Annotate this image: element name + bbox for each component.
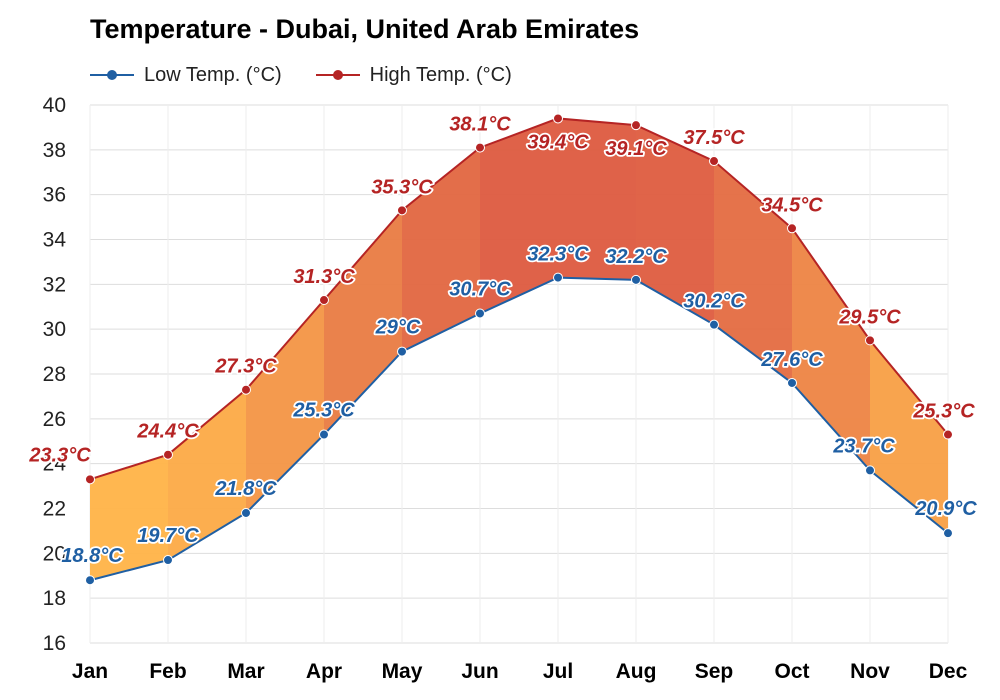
y-tick-label: 40 — [43, 94, 66, 117]
low-temp-label: 23.7°C — [832, 435, 895, 457]
y-tick-label: 26 — [43, 408, 66, 431]
high-temp-point — [865, 335, 875, 346]
x-tick-label: Jan — [72, 660, 108, 683]
low-temp-point — [85, 575, 95, 586]
low-temp-label: 20.9°C — [914, 498, 977, 520]
y-tick-label: 36 — [43, 184, 66, 207]
low-temp-label: 21.8°C — [214, 478, 277, 500]
low-temp-label: 19.7°C — [137, 525, 199, 547]
range-fill-segment — [168, 389, 246, 561]
low-temp-label: 25.3°C — [292, 400, 355, 422]
high-temp-point — [631, 120, 641, 131]
high-temp-point — [787, 223, 797, 234]
y-tick-label: 34 — [43, 229, 67, 252]
low-temp-label: 32.3°C — [527, 244, 589, 266]
x-tick-label: Mar — [227, 660, 264, 683]
y-tick-label: 32 — [43, 273, 66, 296]
low-temp-label: 29°C — [375, 317, 421, 339]
high-temp-label: 29.5°C — [838, 306, 901, 328]
range-fill-segment — [558, 118, 636, 280]
x-tick-label: Aug — [616, 660, 657, 683]
y-tick-label: 18 — [43, 587, 66, 610]
x-tick-label: Jun — [461, 660, 498, 683]
high-temp-label: 39.4°C — [527, 131, 589, 153]
range-fill-segment — [636, 125, 714, 325]
y-tick-label: 38 — [43, 139, 66, 162]
high-temp-label: 34.5°C — [761, 194, 823, 216]
legend-label-high: High Temp. (°C) — [369, 63, 512, 86]
legend: Low Temp. (°C) High Temp. (°C) — [90, 60, 546, 90]
high-temp-point — [943, 429, 953, 440]
high-temp-point — [397, 205, 407, 216]
x-tick-label: Sep — [695, 660, 734, 683]
high-temp-point — [709, 156, 719, 167]
low-temp-point — [709, 319, 719, 330]
chart-title: Temperature - Dubai, United Arab Emirate… — [90, 14, 640, 44]
x-tick-label: May — [382, 660, 423, 683]
legend-marker-low — [90, 70, 134, 80]
low-temp-point — [553, 272, 563, 283]
range-fill-segment — [246, 300, 324, 513]
low-temp-point — [631, 274, 641, 285]
y-tick-label: 24 — [43, 453, 67, 476]
low-temp-point — [865, 465, 875, 476]
low-temp-point — [787, 377, 797, 388]
high-temp-point — [319, 295, 329, 306]
high-temp-point — [85, 474, 95, 485]
high-temp-label: 24.4°C — [136, 421, 199, 443]
high-temp-label: 38.1°C — [449, 114, 511, 136]
high-temp-point — [241, 384, 251, 395]
x-tick-label: Jul — [543, 660, 573, 683]
x-tick-label: Feb — [149, 660, 186, 683]
low-temp-label: 30.7°C — [449, 278, 511, 300]
y-tick-label: 20 — [43, 542, 66, 565]
high-temp-point — [553, 113, 563, 124]
high-temp-label: 31.3°C — [293, 266, 355, 288]
high-temp-label: 25.3°C — [912, 401, 975, 423]
legend-item-high[interactable]: High Temp. (°C) — [315, 63, 512, 87]
high-temp-line — [89, 117, 949, 481]
low-temp-label: 30.2°C — [683, 291, 745, 313]
low-temp-label: 18.8°C — [61, 545, 123, 567]
low-temp-label: 32.2°C — [605, 246, 667, 268]
low-temp-point — [163, 555, 173, 566]
range-fill-segment — [480, 118, 558, 314]
y-tick-label: 28 — [43, 363, 66, 386]
y-tick-label: 16 — [43, 632, 66, 655]
high-temp-label: 35.3°C — [371, 176, 433, 198]
low-temp-label: 27.6°C — [760, 349, 823, 371]
low-temp-point — [319, 429, 329, 440]
low-temp-point — [241, 507, 251, 518]
x-tick-label: Nov — [850, 660, 890, 683]
y-tick-label: 30 — [43, 318, 66, 341]
low-temp-point — [943, 528, 953, 539]
x-tick-label: Dec — [929, 660, 968, 683]
high-temp-point — [475, 142, 485, 153]
high-temp-label: 37.5°C — [683, 127, 745, 149]
x-tick-label: Oct — [774, 660, 809, 683]
range-fill-segment — [324, 210, 402, 435]
high-temp-label: 23.3°C — [28, 444, 91, 466]
legend-marker-high — [315, 70, 360, 80]
high-temp-point — [163, 449, 173, 460]
range-fill-segment — [90, 454, 168, 581]
high-temp-label: 39.1°C — [605, 138, 667, 160]
y-tick-label: 22 — [43, 498, 66, 521]
low-temp-line — [89, 276, 949, 582]
high-temp-label: 27.3°C — [214, 356, 277, 378]
range-fill-segment — [792, 228, 870, 471]
range-fill-segment — [402, 147, 480, 352]
x-tick-label: Apr — [306, 660, 342, 683]
legend-label-low: Low Temp. (°C) — [144, 63, 282, 86]
range-fill-segment — [714, 161, 792, 383]
legend-item-low[interactable]: Low Temp. (°C) — [90, 64, 282, 87]
low-temp-point — [475, 308, 485, 319]
low-temp-point — [397, 346, 407, 357]
